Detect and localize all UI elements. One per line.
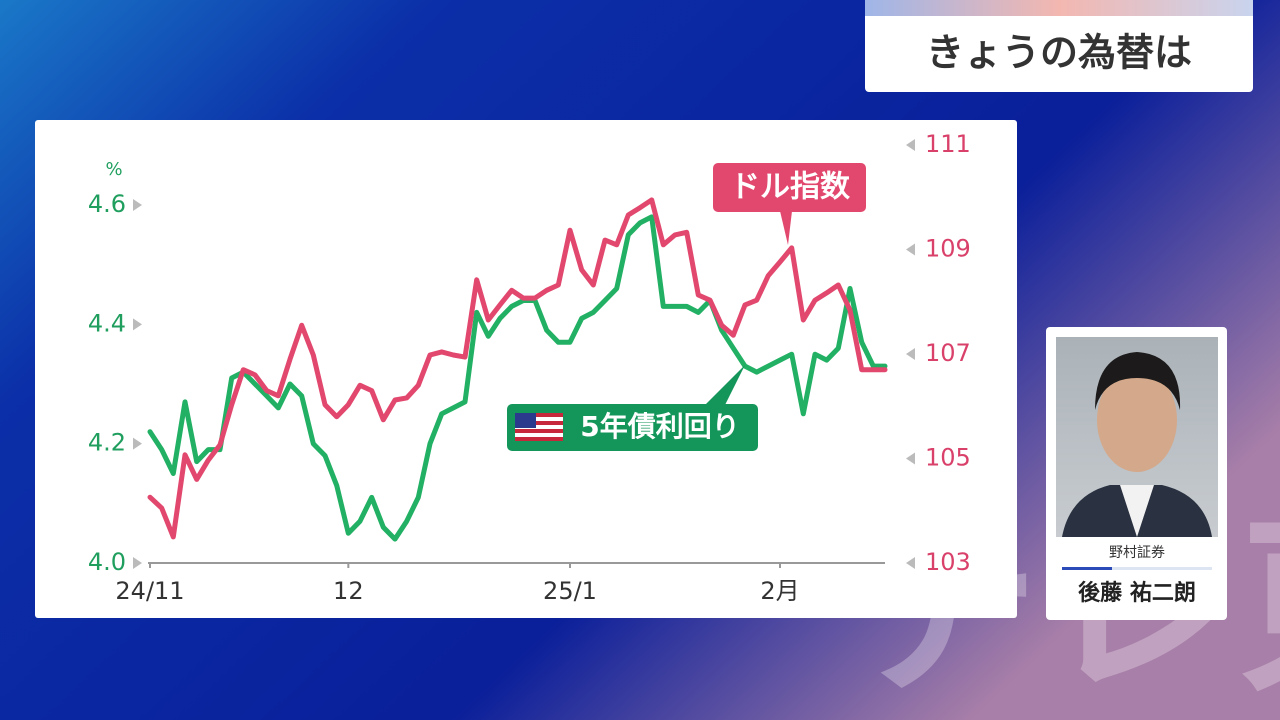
guest-card: 野村証券 後藤 祐二朗 — [1046, 327, 1227, 620]
chart: % 4.0 4.2 4.4 4.6 103 105 107 109 111 24/11 12 25/1… — [88, 130, 971, 605]
photo-shirt — [1120, 485, 1154, 537]
y-tick-mark — [133, 437, 142, 450]
callout-pointer — [705, 365, 745, 405]
title-strip — [865, 0, 1253, 16]
y-tick-label: 4.0 — [88, 548, 126, 576]
y-tick-label: 4.2 — [88, 429, 126, 457]
x-tick-label: 12 — [333, 577, 364, 605]
y2-tick-label: 105 — [925, 444, 971, 472]
divider — [1062, 567, 1212, 570]
y2-tick-mark — [906, 557, 915, 569]
y-tick-label: 4.4 — [88, 309, 126, 337]
callout-pointer — [780, 211, 792, 245]
series-line — [147, 197, 888, 540]
unit-label: % — [105, 159, 122, 180]
y-tick-mark — [133, 199, 142, 211]
y2-tick-mark — [906, 139, 915, 151]
title-box — [865, 0, 1253, 92]
x-tick-label: 25/1 — [543, 577, 597, 605]
chart-panel — [35, 120, 1017, 618]
y2-tick-label: 107 — [925, 339, 971, 367]
series-label: 5年債利回り — [580, 410, 739, 443]
y2-tick-mark — [906, 452, 915, 465]
series-label: ドル指数 — [730, 170, 851, 205]
x-tick-label: 2月 — [760, 577, 799, 605]
title: きょうの為替は — [926, 31, 1192, 75]
y2-tick-label: 103 — [925, 548, 971, 576]
callout-dollar: ドル指数 — [713, 163, 866, 245]
photo-hair — [1095, 352, 1181, 410]
y2-tick-label: 111 — [925, 130, 971, 158]
company: 野村証券 — [1109, 545, 1165, 561]
y2-tick-mark — [906, 348, 915, 360]
callout-box — [507, 404, 758, 451]
y-tick-mark — [133, 557, 142, 569]
photo-face — [1097, 368, 1177, 472]
y-tick-label: 4.6 — [88, 190, 126, 218]
callout-yield: 5年債利回り — [507, 365, 758, 451]
y-tick-mark — [133, 318, 142, 331]
us-flag — [515, 413, 563, 441]
x-tick-label: 24/11 — [115, 577, 184, 605]
callout-box — [713, 163, 866, 212]
y2-tick-label: 109 — [925, 235, 971, 263]
guest-name: 後藤 祐二朗 — [1078, 580, 1196, 606]
series-line — [147, 214, 888, 542]
y2-tick-mark — [906, 243, 915, 256]
divider-accent — [1062, 567, 1112, 570]
